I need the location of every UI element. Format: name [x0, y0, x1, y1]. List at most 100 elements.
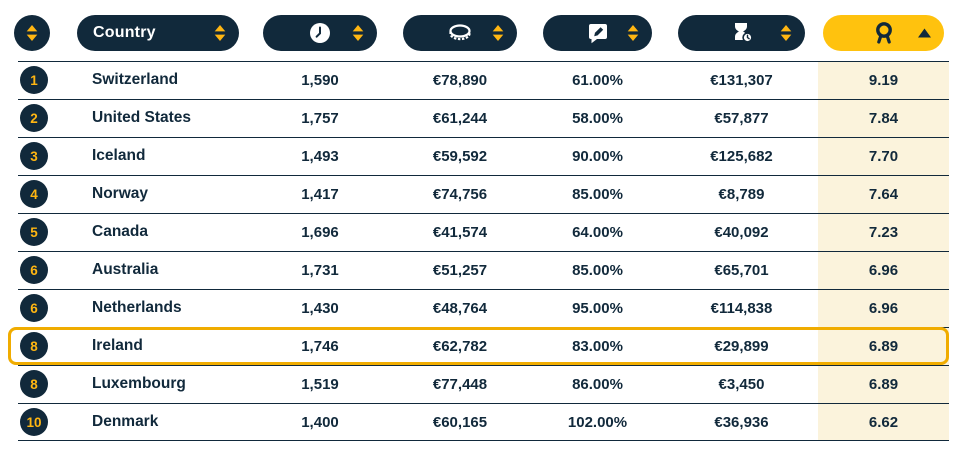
- sort-arrows-icon: [352, 25, 364, 41]
- pension-value: €3,450: [718, 375, 765, 393]
- sort-arrows-icon: [627, 25, 639, 41]
- rank-sort-button[interactable]: [14, 15, 50, 51]
- percent-value: 86.00%: [572, 375, 623, 393]
- rank-badge: 3: [20, 142, 48, 170]
- pension-value: €36,936: [714, 413, 769, 431]
- working-hours-value: 1,417: [301, 185, 339, 203]
- score-value: 6.96: [818, 251, 949, 289]
- percent-value: 61.00%: [572, 71, 623, 89]
- rank-badge: 1: [20, 66, 48, 94]
- table-row[interactable]: 10 Denmark 1,400 €60,165 102.00% €36,936…: [8, 403, 949, 441]
- salary-value: €51,257: [432, 261, 488, 279]
- country-column-header[interactable]: Country: [77, 15, 239, 51]
- score-value: 6.89: [818, 365, 949, 403]
- salary-value: €62,782: [432, 337, 488, 355]
- salary-column-header[interactable]: [403, 15, 517, 51]
- working-hours-value: 1,590: [301, 71, 339, 89]
- table-row[interactable]: 3 Iceland 1,493 €59,592 90.00% €125,682 …: [8, 137, 949, 175]
- percent-value: 64.00%: [572, 223, 623, 241]
- working-hours-value: 1,731: [301, 261, 339, 279]
- salary-value: €77,448: [432, 375, 488, 393]
- speech-bubble-pencil-icon: [587, 22, 609, 44]
- score-value: 7.84: [818, 99, 949, 137]
- table-row[interactable]: 5 Canada 1,696 €41,574 64.00% €40,092 7.…: [8, 213, 949, 251]
- table-row[interactable]: 6 Netherlands 1,430 €48,764 95.00% €114,…: [8, 289, 949, 327]
- table-row[interactable]: 4 Norway 1,417 €74,756 85.00% €8,789 7.6…: [8, 175, 949, 213]
- percent-column-header-cell: [530, 15, 665, 51]
- table-row[interactable]: 6 Australia 1,731 €51,257 85.00% €65,701…: [8, 251, 949, 289]
- score-column-header-cell: [818, 15, 949, 51]
- percent-value: 90.00%: [572, 147, 623, 165]
- rank-badge: 8: [20, 370, 48, 398]
- score-value: 7.70: [818, 137, 949, 175]
- percent-value: 85.00%: [572, 261, 623, 279]
- rank-badge: 4: [20, 180, 48, 208]
- working-hours-value: 1,493: [301, 147, 339, 165]
- country-name: Canada: [92, 223, 148, 240]
- rank-badge: 6: [20, 294, 48, 322]
- coin-icon: [447, 23, 473, 43]
- rank-cell: 4: [8, 180, 66, 208]
- rank-cell: 10: [8, 408, 66, 436]
- score-value: 9.19: [818, 61, 949, 99]
- hourglass-clock-icon: [730, 21, 754, 45]
- salary-value: €60,165: [432, 413, 488, 431]
- pension-value: €8,789: [718, 185, 765, 203]
- score-value: 7.64: [818, 175, 949, 213]
- pension-column-header[interactable]: [678, 15, 805, 51]
- working-hours-value: 1,519: [301, 375, 339, 393]
- salary-value: €59,592: [432, 147, 488, 165]
- table-row[interactable]: 2 United States 1,757 €61,244 58.00% €57…: [8, 99, 949, 137]
- sort-arrows-icon: [214, 25, 226, 41]
- score-value: 6.62: [818, 403, 949, 441]
- working-hours-value: 1,746: [301, 337, 339, 355]
- salary-value: €78,890: [432, 71, 488, 89]
- rank-cell: 6: [8, 294, 66, 322]
- country-name: Switzerland: [92, 71, 179, 88]
- rank-cell: 1: [8, 66, 66, 94]
- working-hours-column-header[interactable]: [263, 15, 377, 51]
- percent-column-header[interactable]: [543, 15, 652, 51]
- country-name: Norway: [92, 185, 148, 202]
- table-row[interactable]: 8 Luxembourg 1,519 €77,448 86.00% €3,450…: [8, 365, 949, 403]
- table-header: Country: [8, 15, 949, 51]
- working-hours-column-header-cell: [250, 15, 390, 51]
- percent-value: 95.00%: [572, 299, 623, 317]
- country-name: Luxembourg: [92, 375, 186, 392]
- pension-value: €40,092: [714, 223, 769, 241]
- country-name: United States: [92, 109, 192, 126]
- rank-cell: 6: [8, 256, 66, 284]
- percent-value: 102.00%: [567, 413, 628, 431]
- pension-value: €131,307: [710, 71, 773, 89]
- table-row[interactable]: 8 Ireland 1,746 €62,782 83.00% €29,899 6…: [8, 327, 949, 365]
- pension-value: €114,838: [710, 299, 773, 317]
- rank-badge: 6: [20, 256, 48, 284]
- salary-value: €48,764: [432, 299, 488, 317]
- score-value: 7.23: [818, 213, 949, 251]
- pension-column-header-cell: [665, 15, 818, 51]
- country-name: Ireland: [92, 337, 143, 354]
- rank-badge: 2: [20, 104, 48, 132]
- country-name: Australia: [92, 261, 159, 278]
- rank-badge: 5: [20, 218, 48, 246]
- country-ranking-table: Country: [8, 15, 949, 441]
- sort-arrows-icon: [492, 25, 504, 41]
- country-column-label: Country: [93, 24, 156, 41]
- salary-value: €41,574: [432, 223, 488, 241]
- working-hours-value: 1,696: [301, 223, 339, 241]
- score-value: 6.89: [818, 327, 949, 365]
- percent-value: 83.00%: [572, 337, 623, 355]
- country-column-header-cell: Country: [66, 15, 250, 51]
- table-body: 1 Switzerland 1,590 €78,890 61.00% €131,…: [8, 61, 949, 441]
- pension-value: €29,899: [714, 337, 769, 355]
- score-column-header[interactable]: [823, 15, 944, 51]
- percent-value: 58.00%: [572, 109, 623, 127]
- score-value: 6.96: [818, 289, 949, 327]
- table-row[interactable]: 1 Switzerland 1,590 €78,890 61.00% €131,…: [8, 61, 949, 99]
- rank-badge: 10: [20, 408, 48, 436]
- rank-badge: 8: [20, 332, 48, 360]
- rank-cell: 5: [8, 218, 66, 246]
- salary-value: €74,756: [432, 185, 488, 203]
- salary-column-header-cell: [390, 15, 530, 51]
- working-hours-value: 1,757: [301, 109, 339, 127]
